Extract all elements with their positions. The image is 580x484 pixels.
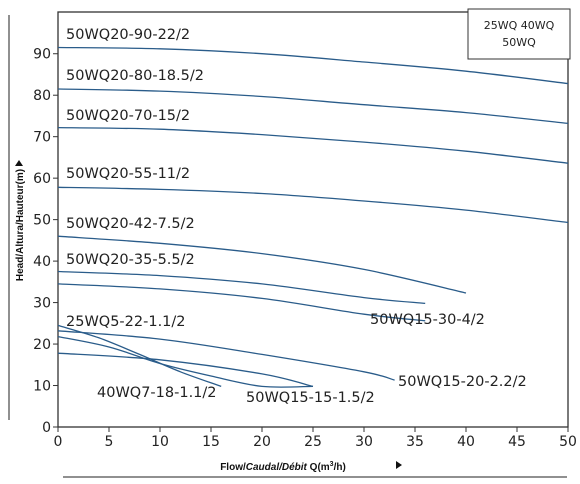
series-line-50wq20-42-7-5-2	[57, 235, 467, 294]
y-tick-label: 90	[33, 47, 51, 63]
x-tick-label: 35	[406, 434, 424, 450]
series-line-40wq7-18-1-1-2	[57, 335, 314, 388]
y-tick-label: 40	[33, 254, 51, 270]
series-line-50wq15-20-2-2-2	[57, 330, 395, 381]
series-line-50wq15-15-1-5-2	[57, 352, 314, 388]
legend-box: 25WQ 40WQ 50WQ	[467, 8, 571, 60]
series-line-50wq20-70-15-2	[57, 126, 569, 164]
x-tick-label: 40	[457, 434, 475, 450]
legend-line-2: 50WQ	[502, 36, 536, 49]
x-axis-title: Flow/Caudal/Débit Q(m3/h)	[220, 461, 402, 473]
series-label-25wq5-22-1-1-2: 25WQ5-22-1.1/2	[66, 314, 186, 330]
x-tick-label: 45	[508, 434, 526, 450]
x-tick-label: 50	[559, 434, 577, 450]
y-tick-label: 60	[33, 171, 51, 187]
series-label-50wq20-35-5-5-2: 50WQ20-35-5.5/2	[66, 252, 195, 268]
series-label-50wq15-20-2-2-2: 50WQ15-20-2.2/2	[398, 374, 527, 390]
x-axis-arrow-icon	[396, 461, 402, 469]
series-label-50wq20-42-7-5-2: 50WQ20-42-7.5/2	[66, 216, 195, 232]
y-tick-label: 50	[33, 213, 51, 229]
series-label-50wq20-55-11-2: 50WQ20-55-11/2	[66, 166, 190, 182]
y-axis-title: Head/Altura/Hauteur(m)	[15, 160, 26, 281]
tick-labels: 0 5 10 15 20 25 30 35 40 45 50 0 10 20 30 40 50 60 70 80 90	[33, 47, 577, 450]
x-tick-label: 20	[253, 434, 271, 450]
x-tick-label: 25	[304, 434, 322, 450]
series-labels: 50WQ20-90-22/2 50WQ20-80-18.5/2 50WQ20-70-…	[66, 27, 527, 406]
series-line-50wq15-30-4-2	[57, 283, 426, 322]
series-line-50wq20-35-5-5-2	[57, 270, 426, 305]
x-tick-label: 5	[105, 434, 114, 450]
y-tick-label: 30	[33, 296, 51, 312]
series-line-50wq20-55-11-2	[57, 186, 569, 224]
series-label-50wq20-70-15-2: 50WQ20-70-15/2	[66, 108, 190, 124]
series-label-50wq20-90-22-2: 50WQ20-90-22/2	[66, 27, 190, 43]
y-tick-label: 0	[42, 420, 51, 436]
y-tick-label: 20	[33, 337, 51, 353]
y-axis-arrow-icon	[15, 160, 23, 166]
series-line-50wq20-90-22-2	[57, 46, 569, 85]
svg-text:Flow/Caudal/Débit Q(m3/h): Flow/Caudal/Débit Q(m3/h)	[220, 461, 346, 473]
y-tick-label: 70	[33, 130, 51, 146]
legend-line-1: 25WQ 40WQ	[484, 19, 555, 32]
x-tick-label: 10	[151, 434, 169, 450]
series-label-50wq15-15-1-5-2: 50WQ15-15-1.5/2	[246, 390, 375, 406]
series-label-50wq15-30-4-2: 50WQ15-30-4/2	[370, 312, 485, 328]
series-label-50wq20-80-18-5-2: 50WQ20-80-18.5/2	[66, 68, 204, 84]
x-tick-label: 30	[355, 434, 373, 450]
x-tick-label: 15	[202, 434, 220, 450]
y-tick-label: 80	[33, 88, 51, 104]
x-tick-label: 0	[54, 434, 63, 450]
y-tick-label: 10	[33, 379, 51, 395]
y-axis-title-text: Head/Altura/Hauteur(m)	[15, 169, 26, 281]
series-line-25wq5-22-1-1-2	[57, 324, 222, 388]
series-label-40wq7-18-1-1-2: 40WQ7-18-1.1/2	[97, 385, 217, 401]
series-lines	[57, 46, 569, 388]
series-line-50wq20-80-18-5-2	[57, 88, 569, 125]
